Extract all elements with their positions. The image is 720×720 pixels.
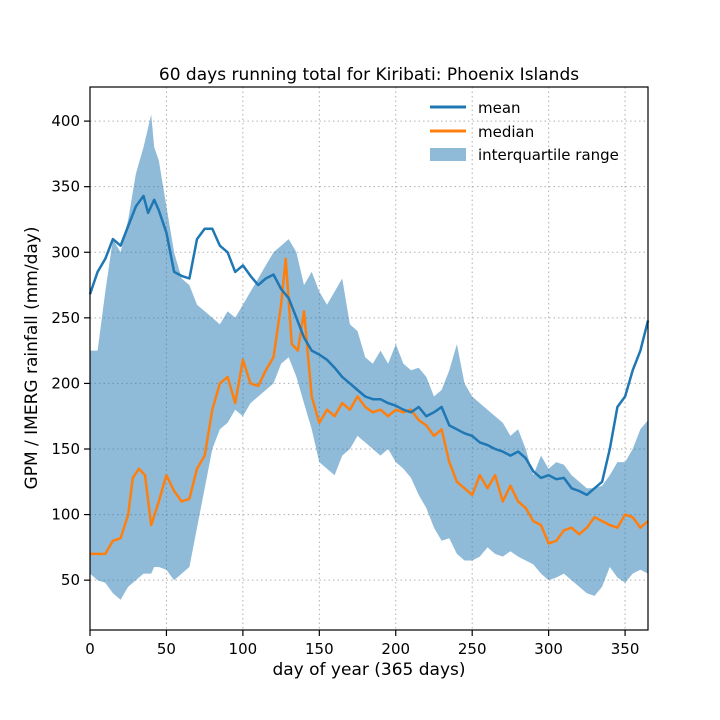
legend-label-iqr: interquartile range: [478, 146, 619, 164]
y-tick-label: 50: [61, 571, 80, 589]
chart-title: 60 days running total for Kiribati: Phoe…: [159, 65, 579, 85]
y-axis-label: GPM / IMERG rainfall (mm/day): [22, 227, 42, 490]
legend-label-median: median: [478, 123, 534, 141]
mean-line: [88, 194, 650, 497]
y-tick-label: 400: [51, 112, 80, 130]
legend-label-mean: mean: [478, 99, 521, 117]
x-axis: 0 50 100 150 200 250 300 350: [85, 630, 639, 658]
x-tick-label: 150: [305, 640, 334, 658]
x-tick-label: 250: [458, 640, 487, 658]
y-tick-label: 100: [51, 506, 80, 524]
x-tick-label: 200: [381, 640, 410, 658]
x-tick-label: 350: [611, 640, 640, 658]
x-tick-label: 0: [85, 640, 95, 658]
x-axis-label: day of year (365 days): [272, 660, 465, 680]
y-tick-label: 350: [51, 178, 80, 196]
legend: mean median interquartile range: [430, 99, 619, 164]
legend-swatch-iqr: [430, 148, 466, 161]
plot-frame: [89, 86, 649, 631]
median-line: [90, 257, 649, 556]
y-tick-label: 150: [51, 440, 80, 458]
x-tick-label: 100: [229, 640, 258, 658]
x-tick-label: 50: [157, 640, 176, 658]
y-tick-label: 250: [51, 309, 80, 327]
series-lines: [88, 194, 650, 556]
iqr-area: [90, 114, 648, 600]
x-tick-label: 300: [534, 640, 563, 658]
y-tick-label: 300: [51, 243, 80, 261]
y-axis: 50 100 150 200 250 300 350 400: [51, 112, 90, 589]
y-tick-label: 200: [51, 374, 80, 392]
interquartile-band: [90, 114, 648, 600]
